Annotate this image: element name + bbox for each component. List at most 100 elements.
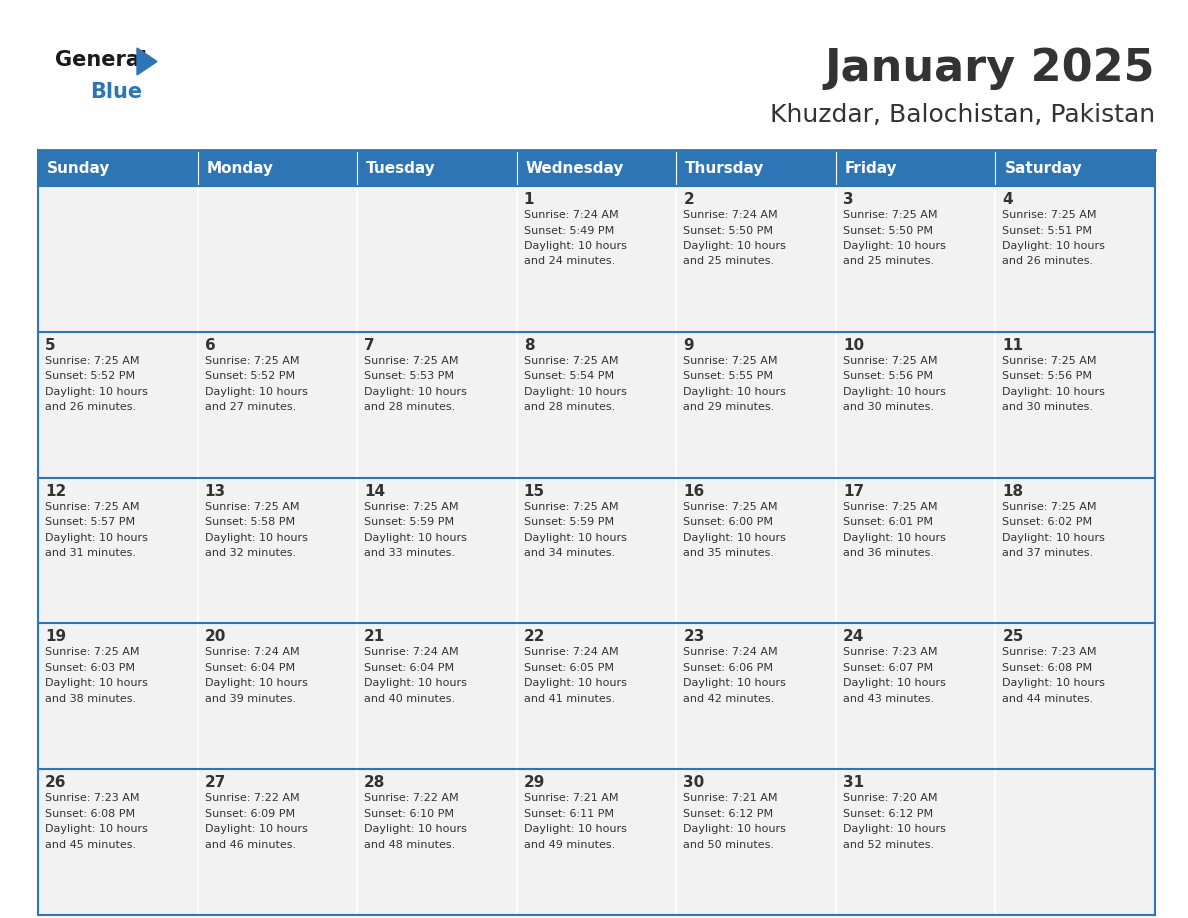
Text: Sunset: 5:51 PM: Sunset: 5:51 PM [1003,226,1093,236]
Text: Sunset: 6:09 PM: Sunset: 6:09 PM [204,809,295,819]
Text: Daylight: 10 hours: Daylight: 10 hours [204,532,308,543]
Text: Sunrise: 7:23 AM: Sunrise: 7:23 AM [842,647,937,657]
Text: Sunrise: 7:25 AM: Sunrise: 7:25 AM [45,356,139,365]
Text: and 31 minutes.: and 31 minutes. [45,548,135,558]
Text: and 44 minutes.: and 44 minutes. [1003,694,1094,704]
Text: Daylight: 10 hours: Daylight: 10 hours [1003,241,1105,251]
Text: Daylight: 10 hours: Daylight: 10 hours [1003,678,1105,688]
Text: 25: 25 [1003,630,1024,644]
Bar [358,477,517,623]
Text: Sunrise: 7:24 AM: Sunrise: 7:24 AM [204,647,299,657]
Bar [358,150,517,186]
Text: and 40 minutes.: and 40 minutes. [365,694,455,704]
Text: Sunrise: 7:25 AM: Sunrise: 7:25 AM [524,501,618,511]
Text: and 43 minutes.: and 43 minutes. [842,694,934,704]
Text: Blue: Blue [90,82,143,102]
Text: Daylight: 10 hours: Daylight: 10 hours [683,386,786,397]
Text: Sunrise: 7:22 AM: Sunrise: 7:22 AM [365,793,459,803]
Text: Sunrise: 7:25 AM: Sunrise: 7:25 AM [365,356,459,365]
Text: Tuesday: Tuesday [366,161,436,175]
Text: 27: 27 [204,775,226,790]
Text: 1: 1 [524,192,535,207]
Text: and 26 minutes.: and 26 minutes. [1003,256,1093,266]
Text: and 28 minutes.: and 28 minutes. [524,402,615,412]
Bar [836,186,996,331]
Bar [836,331,996,477]
Bar [197,186,358,331]
Text: Sunrise: 7:24 AM: Sunrise: 7:24 AM [524,210,618,220]
Text: Sunset: 6:11 PM: Sunset: 6:11 PM [524,809,614,819]
Text: 15: 15 [524,484,545,498]
Text: Daylight: 10 hours: Daylight: 10 hours [204,824,308,834]
Text: 5: 5 [45,338,56,353]
Text: Sunrise: 7:24 AM: Sunrise: 7:24 AM [683,647,778,657]
Text: Sunrise: 7:25 AM: Sunrise: 7:25 AM [45,501,139,511]
Text: 24: 24 [842,630,864,644]
Text: 9: 9 [683,338,694,353]
Text: Sunset: 5:56 PM: Sunset: 5:56 PM [842,371,933,381]
Text: Daylight: 10 hours: Daylight: 10 hours [45,386,147,397]
Bar [517,623,676,769]
Text: 21: 21 [365,630,385,644]
Bar [197,623,358,769]
Text: and 32 minutes.: and 32 minutes. [204,548,296,558]
Text: Sunset: 5:53 PM: Sunset: 5:53 PM [365,371,454,381]
Bar [676,331,836,477]
Text: Daylight: 10 hours: Daylight: 10 hours [524,824,626,834]
Text: 16: 16 [683,484,704,498]
Bar [836,150,996,186]
Bar [197,769,358,915]
Text: 18: 18 [1003,484,1024,498]
Text: 17: 17 [842,484,864,498]
Text: 3: 3 [842,192,853,207]
Text: Daylight: 10 hours: Daylight: 10 hours [524,532,626,543]
Text: Sunrise: 7:25 AM: Sunrise: 7:25 AM [365,501,459,511]
Text: and 37 minutes.: and 37 minutes. [1003,548,1093,558]
Bar [676,186,836,331]
Text: Sunrise: 7:25 AM: Sunrise: 7:25 AM [842,210,937,220]
Text: 26: 26 [45,775,67,790]
Text: Daylight: 10 hours: Daylight: 10 hours [683,678,786,688]
Text: Sunrise: 7:23 AM: Sunrise: 7:23 AM [1003,647,1097,657]
Text: 7: 7 [365,338,374,353]
Text: Thursday: Thursday [685,161,765,175]
Text: 2: 2 [683,192,694,207]
Text: Daylight: 10 hours: Daylight: 10 hours [842,386,946,397]
Text: and 24 minutes.: and 24 minutes. [524,256,615,266]
Text: Sunrise: 7:25 AM: Sunrise: 7:25 AM [1003,501,1097,511]
Text: and 25 minutes.: and 25 minutes. [683,256,775,266]
Text: Sunset: 6:03 PM: Sunset: 6:03 PM [45,663,135,673]
Text: Sunrise: 7:20 AM: Sunrise: 7:20 AM [842,793,937,803]
Text: Daylight: 10 hours: Daylight: 10 hours [365,532,467,543]
Text: and 26 minutes.: and 26 minutes. [45,402,137,412]
Text: Daylight: 10 hours: Daylight: 10 hours [683,532,786,543]
Text: Sunset: 6:12 PM: Sunset: 6:12 PM [842,809,933,819]
Text: and 39 minutes.: and 39 minutes. [204,694,296,704]
Text: Sunset: 6:01 PM: Sunset: 6:01 PM [842,517,933,527]
Text: 29: 29 [524,775,545,790]
Text: Daylight: 10 hours: Daylight: 10 hours [683,824,786,834]
Text: Sunrise: 7:25 AM: Sunrise: 7:25 AM [842,356,937,365]
Text: 13: 13 [204,484,226,498]
Text: Sunrise: 7:25 AM: Sunrise: 7:25 AM [683,501,778,511]
Text: 10: 10 [842,338,864,353]
Text: 30: 30 [683,775,704,790]
Text: Sunrise: 7:24 AM: Sunrise: 7:24 AM [524,647,618,657]
Text: 4: 4 [1003,192,1013,207]
Bar [676,623,836,769]
Bar [517,186,676,331]
Text: Daylight: 10 hours: Daylight: 10 hours [365,678,467,688]
Text: Daylight: 10 hours: Daylight: 10 hours [365,824,467,834]
Text: and 34 minutes.: and 34 minutes. [524,548,615,558]
Text: Daylight: 10 hours: Daylight: 10 hours [683,241,786,251]
Text: Daylight: 10 hours: Daylight: 10 hours [524,386,626,397]
Text: Sunset: 6:07 PM: Sunset: 6:07 PM [842,663,933,673]
Text: January 2025: January 2025 [824,47,1155,89]
Text: 14: 14 [365,484,385,498]
Text: Sunset: 6:00 PM: Sunset: 6:00 PM [683,517,773,527]
Bar [996,186,1155,331]
Text: Sunset: 5:52 PM: Sunset: 5:52 PM [204,371,295,381]
Text: Daylight: 10 hours: Daylight: 10 hours [842,824,946,834]
Text: and 46 minutes.: and 46 minutes. [204,840,296,850]
Text: Sunset: 5:54 PM: Sunset: 5:54 PM [524,371,614,381]
